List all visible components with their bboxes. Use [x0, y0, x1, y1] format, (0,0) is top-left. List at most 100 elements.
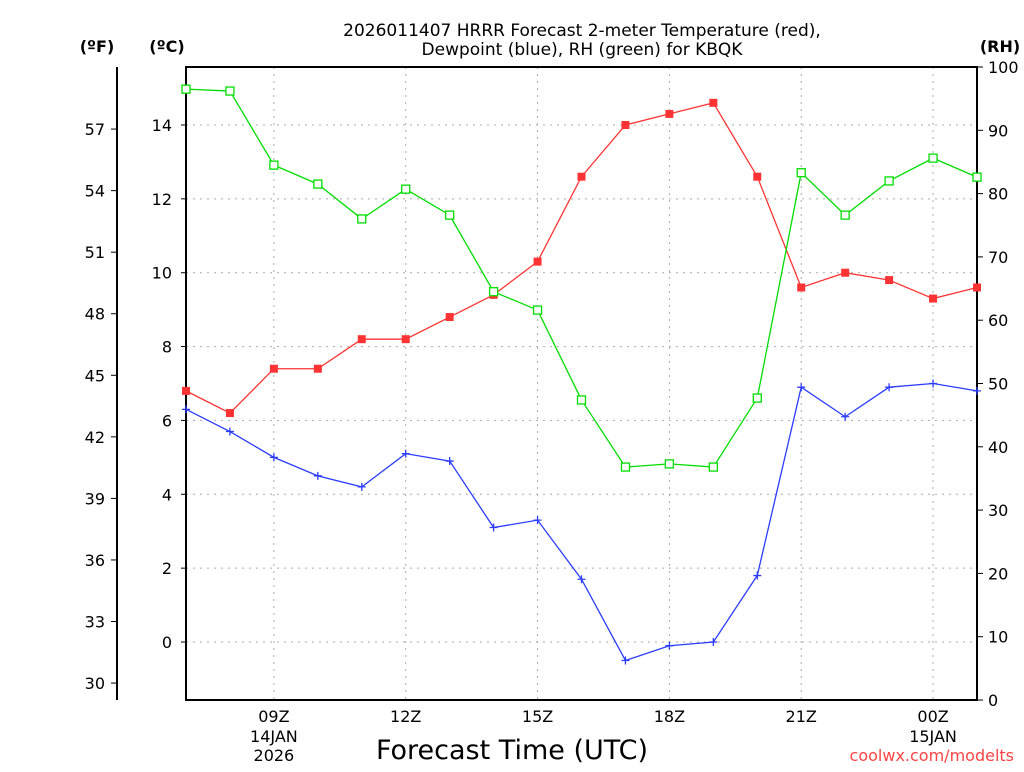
plot-frame: [185, 66, 978, 701]
data-point-rh: [796, 168, 806, 178]
y-tick-label-c: 10: [152, 264, 172, 283]
data-point-rh: [313, 179, 323, 189]
data-point-dewpoint: [665, 641, 674, 650]
y-tick-label-c: 4: [162, 485, 172, 504]
data-point-temperature: [621, 120, 630, 129]
data-point-temperature: [753, 172, 762, 181]
y-tick-label-f: 36: [85, 551, 105, 570]
data-point-rh: [840, 210, 850, 220]
data-point-rh: [357, 214, 367, 224]
x-tick-label: 21Z: [786, 707, 817, 726]
y-tick-label-f: 48: [85, 305, 105, 324]
data-point-rh: [401, 184, 411, 194]
y-tick-label-c: 6: [162, 411, 172, 430]
y-tick-label-c: 12: [152, 190, 172, 209]
y-tick-label-rh: 70: [988, 248, 1008, 267]
data-point-rh: [532, 305, 543, 315]
data-point-temperature: [973, 283, 981, 292]
data-point-rh: [225, 86, 235, 96]
y-tick-label-c: 14: [152, 116, 172, 135]
y-tick-label-f: 33: [85, 613, 105, 632]
data-point-dewpoint: [841, 412, 850, 421]
data-point-dewpoint: [885, 383, 894, 392]
data-point-temperature: [313, 364, 322, 373]
data-point-temperature: [182, 386, 190, 395]
y-tick-label-rh: 100: [988, 58, 1019, 77]
data-point-dewpoint: [445, 457, 454, 466]
y-tick-label-f: 42: [85, 428, 105, 447]
data-point-rh: [181, 84, 191, 94]
series-line-dewpoint: [185, 382, 978, 662]
credit-text: coolwx.com/modelts: [850, 746, 1014, 765]
data-point-dewpoint: [489, 523, 498, 532]
y-tick-label-c: 0: [162, 633, 172, 652]
y-tick-label-rh: 40: [988, 438, 1008, 457]
y-tick-label-f: 30: [85, 674, 105, 693]
data-point-rh: [576, 395, 587, 405]
y-tick-label-c: 8: [162, 338, 172, 357]
series-line-temperature: [185, 102, 978, 414]
data-point-temperature: [797, 283, 806, 292]
y-tick-label-f: 51: [85, 243, 105, 262]
unit-label-c: (ºC): [149, 37, 184, 56]
x-axis-label: Forecast Time (UTC): [376, 735, 648, 766]
y-tick-label-rh: 0: [988, 691, 998, 710]
data-point-rh: [269, 160, 279, 170]
y-tick-label-rh: 80: [988, 185, 1008, 204]
data-point-dewpoint: [533, 516, 542, 525]
chart-title-line-1: 2026011407 HRRR Forecast 2-meter Tempera…: [343, 21, 821, 41]
y-tick-label-rh: 30: [988, 501, 1008, 520]
y-tick-label-rh: 60: [988, 311, 1008, 330]
data-point-rh: [972, 172, 982, 182]
y-tick-label-rh: 90: [988, 121, 1008, 140]
data-point-dewpoint: [401, 449, 410, 458]
data-point-dewpoint: [973, 386, 981, 395]
x-tick-sublabel: 2026: [254, 746, 295, 765]
data-point-temperature: [533, 257, 542, 266]
data-point-temperature: [665, 109, 674, 118]
data-point-dewpoint: [797, 383, 806, 392]
data-point-dewpoint: [269, 453, 278, 462]
x-tick-label: 15Z: [522, 707, 553, 726]
y-tick-label-f: 39: [85, 489, 105, 508]
data-point-rh: [752, 393, 762, 403]
data-point-temperature: [841, 268, 850, 277]
unit-label-f: (ºF): [80, 37, 115, 56]
series-line-rh: [185, 88, 978, 468]
x-tick-sublabel: 15JAN: [909, 727, 957, 746]
data-point-dewpoint: [225, 427, 234, 436]
data-point-rh: [664, 459, 675, 469]
unit-label-rh: (RH): [980, 37, 1020, 56]
data-point-rh: [488, 287, 499, 297]
x-tick-label: 09Z: [258, 707, 289, 726]
data-point-rh: [884, 176, 894, 186]
data-point-dewpoint: [621, 656, 630, 665]
data-point-dewpoint: [313, 471, 322, 480]
data-point-temperature: [225, 409, 234, 418]
y-tick-label-rh: 10: [988, 628, 1008, 647]
y-tick-label-rh: 20: [988, 564, 1008, 583]
data-point-temperature: [885, 276, 894, 285]
data-point-temperature: [445, 313, 454, 322]
y-tick-label-f: 54: [85, 182, 105, 201]
data-point-rh: [445, 210, 455, 220]
y-tick-label-rh: 50: [988, 375, 1008, 394]
data-point-dewpoint: [753, 571, 762, 580]
data-point-rh: [708, 462, 718, 472]
data-point-dewpoint: [357, 482, 366, 491]
x-tick-sublabel: 14JAN: [250, 727, 298, 746]
data-point-temperature: [269, 364, 278, 373]
data-point-temperature: [929, 294, 938, 303]
x-tick-label: 18Z: [654, 707, 685, 726]
data-point-rh: [928, 153, 938, 163]
data-point-temperature: [357, 335, 366, 344]
data-point-dewpoint: [709, 638, 718, 647]
data-point-dewpoint: [577, 575, 586, 584]
x-tick-label: 12Z: [390, 707, 421, 726]
x-tick-label: 00Z: [917, 707, 948, 726]
data-point-dewpoint: [182, 405, 190, 414]
data-point-temperature: [401, 335, 410, 344]
y-tick-label-c: 2: [162, 559, 172, 578]
chart-title-line-2: Dewpoint (blue), RH (green) for KBQK: [422, 40, 744, 60]
